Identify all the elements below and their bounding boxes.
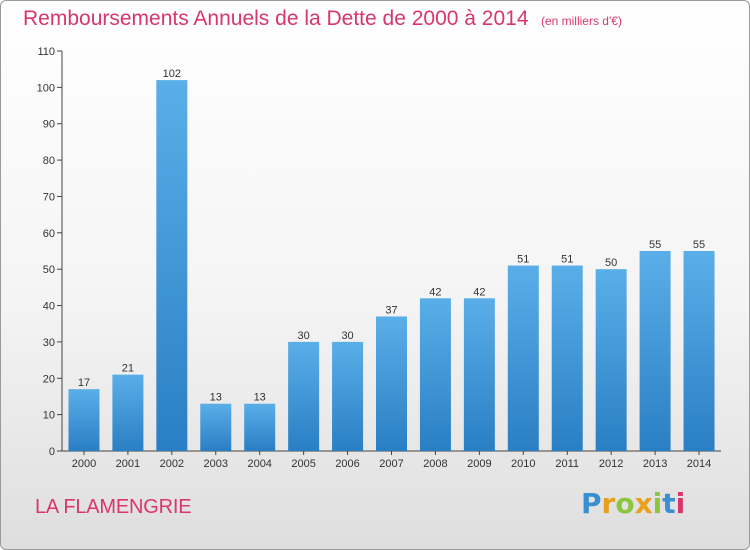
x-tick-label: 2005	[291, 458, 315, 470]
bar[interactable]	[551, 265, 583, 451]
bar[interactable]	[332, 341, 364, 451]
bar-value-label: 51	[561, 254, 573, 266]
bar-value-label: 13	[210, 392, 222, 404]
chart-title: Remboursements Annuels de la Dette de 20…	[23, 7, 529, 30]
x-tick-label: 2002	[160, 458, 184, 470]
bar[interactable]	[376, 316, 407, 451]
bar[interactable]	[595, 269, 627, 451]
x-tick-label: 2010	[511, 458, 535, 470]
bar[interactable]	[112, 374, 144, 451]
bar-value-label: 42	[429, 286, 441, 298]
y-tick-label: 10	[43, 410, 55, 422]
title-row: Remboursements Annuels de la Dette de 20…	[23, 7, 622, 31]
x-tick-label: 2007	[379, 458, 403, 470]
bar[interactable]	[683, 251, 715, 451]
x-tick-label: 2006	[335, 458, 359, 470]
y-tick-label: 50	[43, 264, 55, 276]
bar[interactable]	[200, 403, 232, 451]
x-tick-label: 2013	[643, 458, 667, 470]
bar-value-label: 17	[78, 377, 90, 389]
bar-value-label: 42	[473, 286, 485, 298]
brand-logo[interactable]: Proxiti	[581, 487, 686, 520]
x-tick-label: 2009	[467, 458, 491, 470]
y-axis: 0 10 20 30 40 50 60 70 80 90 100 110	[37, 46, 63, 458]
bar-value-label: 30	[298, 330, 310, 342]
bar[interactable]	[419, 298, 451, 451]
bar-value-label: 55	[693, 239, 705, 251]
chart-unit: (en milliers d'€)	[540, 14, 622, 28]
x-axis: 2000 2001 2002 2003 2004 2005 2006 2007 2008 2009…	[62, 450, 721, 470]
y-tick-label: 110	[37, 46, 55, 58]
x-tick-label: 2011	[555, 458, 579, 470]
y-tick-label: 40	[43, 301, 55, 313]
bar-value-label: 13	[254, 392, 266, 404]
x-tick-label: 2012	[599, 458, 623, 470]
bar-value-label: 21	[122, 363, 134, 375]
x-tick-label: 2008	[423, 458, 447, 470]
bar[interactable]	[156, 80, 188, 451]
bar-value-label: 102	[163, 68, 181, 80]
bar[interactable]	[68, 389, 100, 451]
bar-value-label: 50	[605, 257, 617, 269]
x-tick-label: 2004	[247, 458, 271, 470]
bar[interactable]	[244, 403, 276, 451]
bar[interactable]	[288, 341, 320, 451]
x-tick-label: 2000	[72, 458, 96, 470]
bar[interactable]	[463, 298, 495, 451]
x-tick-label: 2001	[116, 458, 140, 470]
y-tick-label: 70	[43, 191, 55, 203]
y-tick-label: 20	[43, 373, 55, 385]
bar-value-label: 55	[649, 239, 661, 251]
place-name: LA FLAMENGRIE	[35, 496, 192, 518]
bar-value-label: 37	[385, 304, 397, 316]
x-tick-label: 2003	[204, 458, 228, 470]
x-tick-label: 2014	[687, 458, 711, 470]
value-labels-group: 17 21 102 13 13 30 30 37 42 42 51 51 50 55 55	[78, 68, 705, 404]
bars-group	[68, 80, 715, 451]
bar-value-label: 51	[517, 254, 529, 266]
bar-value-label: 30	[341, 330, 353, 342]
y-tick-label: 0	[49, 446, 55, 458]
y-tick-label: 100	[37, 82, 55, 94]
y-tick-label: 30	[43, 337, 55, 349]
y-tick-label: 90	[43, 119, 55, 131]
y-tick-label: 60	[43, 228, 55, 240]
bar[interactable]	[507, 265, 539, 451]
y-tick-label: 80	[43, 155, 55, 167]
bar[interactable]	[639, 251, 671, 451]
